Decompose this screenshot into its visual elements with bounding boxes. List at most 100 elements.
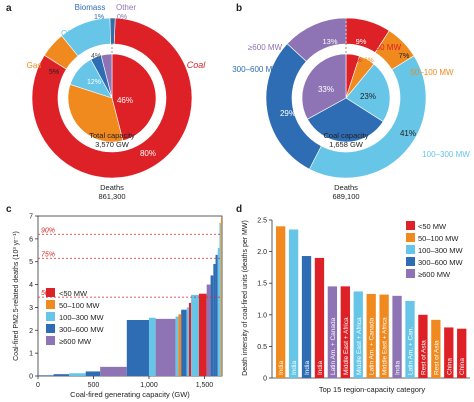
y-tick-label-2: 2 xyxy=(29,328,33,335)
bar-21 xyxy=(220,218,222,376)
bar-1 xyxy=(53,374,70,376)
outer-value: 689,100 xyxy=(332,192,359,201)
legend-swatch-0 xyxy=(406,221,415,230)
bar-8 xyxy=(175,316,179,376)
bar-label-14: China xyxy=(459,358,466,375)
outer-value: 861,300 xyxy=(98,192,125,201)
x-axis-label: Top 15 region-capacity category xyxy=(319,385,426,394)
legend-label-3: 300–600 MW xyxy=(59,325,105,334)
bar-11 xyxy=(418,314,428,378)
bar-10 xyxy=(181,309,187,376)
label-inner-100-300: 23% xyxy=(360,92,376,101)
bar-7 xyxy=(366,293,376,378)
bar-14 xyxy=(198,293,207,376)
inner-value: 3,570 GW xyxy=(95,140,130,149)
bar-11 xyxy=(186,307,189,376)
x-tick-label-3: 1,500 xyxy=(196,382,214,389)
bar-4 xyxy=(327,286,338,378)
inner-slice-2 xyxy=(345,63,391,122)
outer-slice-2 xyxy=(308,55,427,179)
legend-swatch-4 xyxy=(46,336,55,345)
bar-9 xyxy=(178,314,182,376)
bar-7 xyxy=(155,318,176,376)
label-inner-biomass: 4% xyxy=(91,53,101,60)
bar-6 xyxy=(148,317,156,376)
panel-label-a: a xyxy=(6,3,12,14)
inner-title: Total capacity xyxy=(89,131,135,140)
y-tick-label-3: 3 xyxy=(29,305,33,312)
legend-label-1: 50–100 MW xyxy=(418,234,459,243)
bar-label-11: Rest of Asia xyxy=(420,340,427,375)
bar-label-1: India xyxy=(291,361,298,375)
callout-100-300: 100–300 MW xyxy=(422,150,470,159)
inner-title: Coal capacity xyxy=(323,131,368,140)
label-outer-biomass: 1% xyxy=(94,14,104,21)
x-tick-label-0: 0 xyxy=(36,382,40,389)
bar-20 xyxy=(219,222,221,376)
y-tick-label-4: 2.0 xyxy=(257,249,267,256)
y-tick-label-6: 6 xyxy=(29,236,33,243)
legend-label-1: 50–100 MW xyxy=(59,301,100,310)
bar-10 xyxy=(405,300,415,378)
label-outer-100-300: 41% xyxy=(400,129,416,138)
y-axis-label: Coal-fired PM2.5-related deaths (10³ yr⁻… xyxy=(13,231,20,361)
callout-300-600: 300–600 MW xyxy=(232,65,280,74)
threshold-label-1: 75% xyxy=(41,251,55,258)
callout-coal: Coal xyxy=(187,60,207,70)
label-outer-300-600: 29% xyxy=(280,109,296,118)
bar-8 xyxy=(379,294,389,378)
x-tick-label-2: 1,000 xyxy=(140,382,158,389)
bar-17 xyxy=(213,264,216,376)
label-inner-50-100: 6% xyxy=(364,57,374,64)
bar-13 xyxy=(191,294,199,376)
legend-swatch-2 xyxy=(406,245,415,254)
y-tick-label-1: 1 xyxy=(29,351,33,358)
bar-label-10: Latin Am. + Can. xyxy=(407,327,414,375)
callout-lt50: <50 MW xyxy=(371,43,401,52)
legend-swatch-1 xyxy=(46,300,55,309)
legend-swatch-2 xyxy=(46,312,55,321)
bar-1 xyxy=(288,229,299,378)
legend-swatch-3 xyxy=(46,324,55,333)
label-outer-ge600: 13% xyxy=(322,37,337,46)
y-tick-label-7: 7 xyxy=(29,214,33,221)
callout-ge600: ≥600 MW xyxy=(248,43,283,52)
bar-label-0: India xyxy=(278,361,285,375)
bar-0 xyxy=(38,375,54,376)
y-tick-label-5: 2.5 xyxy=(257,218,267,225)
label-outer-other: 0% xyxy=(117,14,127,21)
callout-biomass: Biomass xyxy=(75,3,106,12)
x-axis-label: Coal-fired generating capacity (GW) xyxy=(70,390,190,399)
legend-swatch-3 xyxy=(406,257,415,266)
bar-label-7: Latin Am. + Canada xyxy=(369,317,376,375)
bar-4 xyxy=(100,366,127,376)
label-outer-lt50: 9% xyxy=(356,37,367,46)
panel-label-b: b xyxy=(236,3,242,14)
inner-value: 1,658 GW xyxy=(329,140,364,149)
outer-slice-coal xyxy=(31,17,193,179)
bar-19 xyxy=(217,248,220,376)
bar-15 xyxy=(206,284,211,376)
y-tick-label-1: 0.5 xyxy=(257,344,267,351)
callout-50-100: 50–100 MW xyxy=(410,68,454,77)
outer-title: Deaths xyxy=(100,183,124,192)
bar-0 xyxy=(276,226,286,378)
legend-label-2: 100–300 MW xyxy=(59,313,105,322)
label-outer-gas: 5% xyxy=(49,69,59,76)
bar-5 xyxy=(340,286,350,378)
panel-c: 90%75%50%05001,0001,50001234567Coal-fire… xyxy=(13,214,223,399)
bar-2 xyxy=(301,256,312,378)
bar-label-3: India xyxy=(317,361,324,375)
panel-label-d: d xyxy=(236,204,242,215)
bar-12 xyxy=(188,302,192,376)
outer-slice-biomass xyxy=(109,17,116,45)
y-tick-label-0: 0 xyxy=(263,376,267,383)
bar-label-5: Middle East + Africa xyxy=(343,317,350,375)
inner-slice-gas xyxy=(67,84,124,143)
bar-label-4: Latin Am. + Canada xyxy=(330,317,337,375)
legend-swatch-1 xyxy=(406,233,415,242)
panel-b: 9% 7% 41% 29% 13% 5% 6% 23% 33% ≥600 MW <50 MW 50–1… xyxy=(232,17,470,201)
callout-other: Other xyxy=(116,3,136,12)
label-inner-oil: 12% xyxy=(87,79,101,86)
bar-9 xyxy=(392,295,402,378)
